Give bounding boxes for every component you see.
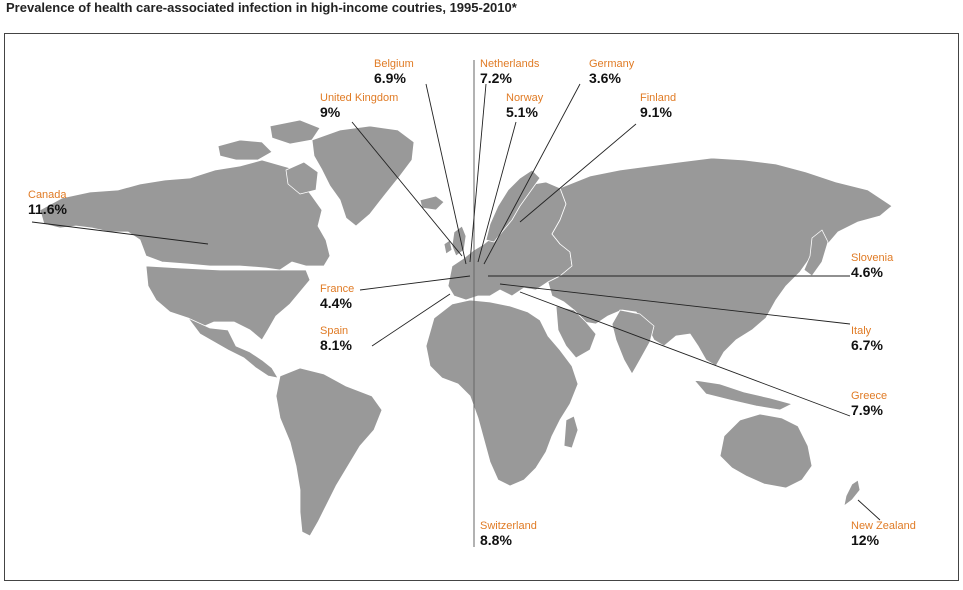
ireland [443, 239, 453, 255]
label-canada: Canada 11.6% [28, 189, 67, 217]
leader-line-canada [31, 221, 209, 245]
country-name: Finland [640, 92, 677, 104]
leader-line-germany [483, 83, 581, 265]
country-name: Norway [506, 92, 544, 104]
arctic-islands [217, 139, 273, 161]
country-value: 5.1% [506, 104, 538, 120]
label-netherlands: Netherlands 7.2% [480, 58, 540, 86]
country-value: 8.1% [320, 337, 352, 353]
country-value: 8.8% [480, 532, 512, 548]
country-name: Netherlands [480, 58, 540, 70]
country-name: Switzerland [480, 520, 537, 532]
asia-landmass [547, 157, 893, 367]
label-finland: Finland 9.1% [640, 92, 677, 120]
usa-landmass [145, 265, 311, 341]
new-zealand-islands [843, 479, 861, 507]
country-name: France [320, 283, 355, 295]
country-name: Italy [851, 325, 872, 337]
country-value: 6.7% [851, 337, 883, 353]
leader-line-greece [519, 291, 851, 417]
north-america-landmass [39, 159, 331, 271]
leader-line-uk [351, 121, 463, 257]
label-norway: Norway 5.1% [506, 92, 544, 120]
leader-line-norway [477, 121, 517, 263]
label-germany: Germany 3.6% [589, 58, 635, 86]
leader-line-france [359, 275, 471, 291]
label-italy: Italy 6.7% [851, 325, 883, 353]
leader-line-finland [519, 123, 637, 223]
country-name: Belgium [374, 58, 414, 70]
country-value: 4.4% [320, 295, 352, 311]
country-name: New Zealand [851, 520, 916, 532]
label-united-kingdom: United Kingdom 9% [320, 92, 399, 120]
se-asia-islands [693, 379, 793, 411]
chart-title: Prevalence of health care-associated inf… [6, 0, 517, 15]
label-france: France 4.4% [320, 283, 355, 311]
australia [719, 413, 813, 489]
india [611, 309, 655, 375]
label-new-zealand: New Zealand 12% [851, 520, 916, 548]
country-value: 7.2% [480, 70, 512, 86]
leader-line-italy [499, 283, 851, 325]
country-name: Germany [589, 58, 635, 70]
leader-line-netherlands [469, 83, 487, 263]
africa [425, 299, 579, 487]
south-america [275, 367, 383, 537]
label-spain: Spain 8.1% [320, 325, 352, 353]
country-name: United Kingdom [320, 92, 399, 104]
leader-line-spain [371, 293, 451, 347]
country-value: 6.9% [374, 70, 406, 86]
country-value: 3.6% [589, 70, 621, 86]
label-switzerland: Switzerland 8.8% [480, 520, 537, 548]
scandinavia [485, 169, 541, 243]
country-name: Canada [28, 189, 67, 201]
map-frame [4, 33, 959, 581]
leader-line-belgium [425, 83, 467, 265]
country-value: 12% [851, 532, 880, 548]
label-greece: Greece 7.9% [851, 390, 888, 418]
madagascar [563, 415, 579, 449]
country-value: 9.1% [640, 104, 672, 120]
label-belgium: Belgium 6.9% [374, 58, 414, 86]
country-value: 9% [320, 104, 341, 120]
label-slovenia: Slovenia 4.6% [851, 252, 894, 280]
leader-line-newzealand [857, 499, 881, 521]
japan [803, 229, 829, 277]
country-value: 11.6% [28, 201, 67, 217]
country-value: 4.6% [851, 264, 883, 280]
baffin-island [285, 161, 319, 195]
country-name: Spain [320, 325, 349, 337]
central-america [187, 317, 279, 379]
country-name: Slovenia [851, 252, 894, 264]
greenland [311, 125, 415, 227]
country-value: 7.9% [851, 402, 883, 418]
iceland [419, 195, 445, 211]
country-name: Greece [851, 390, 888, 402]
